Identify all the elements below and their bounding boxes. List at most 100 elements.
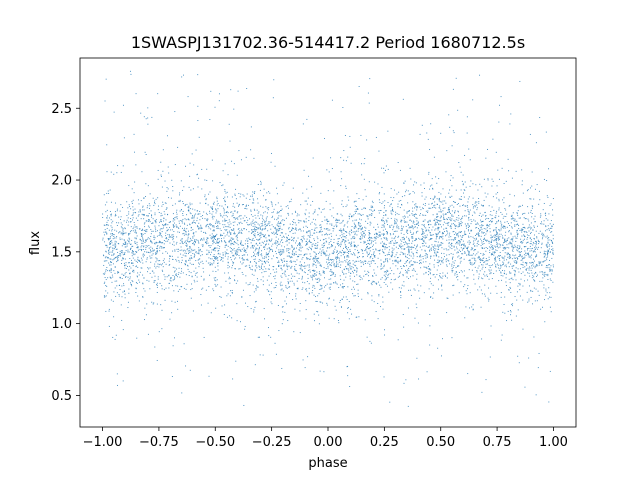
data-point (333, 263, 335, 265)
data-point (122, 228, 124, 230)
data-point (306, 232, 308, 234)
data-point (364, 241, 366, 243)
data-point (243, 220, 245, 222)
data-point (307, 249, 309, 251)
data-point (110, 277, 112, 279)
data-point (436, 251, 438, 253)
data-point (164, 213, 166, 215)
data-point (372, 248, 374, 250)
data-point (423, 220, 425, 222)
data-point (416, 217, 418, 219)
data-point (379, 192, 381, 194)
data-point (263, 235, 265, 237)
data-point (280, 215, 282, 217)
data-point (336, 259, 338, 261)
data-point (507, 310, 509, 312)
data-point (413, 288, 415, 290)
data-point (345, 237, 347, 239)
data-point (491, 278, 493, 280)
data-point (319, 273, 321, 275)
data-point (275, 353, 277, 355)
data-point (329, 229, 331, 231)
data-point (104, 257, 106, 259)
data-point (124, 246, 126, 248)
data-point (536, 184, 538, 186)
data-point (394, 240, 396, 242)
data-point (123, 232, 125, 234)
data-point (368, 102, 370, 104)
data-point (356, 260, 358, 262)
data-point (214, 236, 216, 238)
data-point (177, 231, 179, 233)
data-point (114, 229, 116, 231)
data-point (491, 240, 493, 242)
data-point (125, 250, 127, 252)
data-point (476, 204, 478, 206)
data-point (493, 235, 495, 237)
data-point (136, 282, 138, 284)
data-point (508, 231, 510, 233)
data-point (112, 263, 114, 265)
data-point (469, 261, 471, 263)
data-point (108, 257, 109, 259)
data-point (181, 270, 183, 272)
data-point (262, 215, 264, 217)
data-point (368, 232, 370, 234)
data-point (216, 219, 217, 221)
data-point (430, 238, 432, 240)
data-point (412, 257, 414, 259)
data-point (344, 134, 346, 136)
data-point (165, 263, 167, 265)
data-point (260, 234, 262, 236)
data-point (430, 269, 432, 271)
data-point (453, 219, 455, 221)
data-point (350, 229, 352, 231)
data-point (389, 226, 391, 228)
data-point (141, 171, 143, 173)
data-point (400, 260, 402, 262)
data-point (517, 258, 519, 260)
data-point (195, 267, 197, 269)
data-point (467, 246, 469, 248)
data-point (333, 238, 335, 240)
data-point (469, 232, 471, 234)
data-point (386, 269, 388, 271)
data-point (272, 250, 274, 252)
data-point (527, 279, 529, 281)
data-point (224, 251, 226, 253)
data-point (239, 268, 241, 270)
data-point (502, 237, 504, 239)
data-point (137, 295, 139, 297)
data-point (106, 215, 108, 217)
data-point (548, 401, 550, 403)
data-point (460, 198, 462, 200)
data-point (408, 267, 410, 269)
data-point (150, 261, 152, 263)
data-point (368, 234, 370, 236)
data-point (499, 260, 501, 262)
data-point (192, 222, 194, 224)
data-point (350, 238, 352, 240)
data-point (299, 220, 301, 222)
data-point (267, 223, 269, 225)
data-point (525, 242, 527, 244)
data-point (466, 205, 468, 207)
data-point (226, 216, 228, 218)
data-point (475, 223, 477, 225)
data-point (383, 376, 385, 378)
data-point (211, 249, 213, 251)
data-point (233, 279, 235, 281)
data-point (174, 111, 176, 113)
data-point (442, 242, 444, 244)
data-point (162, 252, 164, 254)
data-point (166, 207, 168, 209)
data-point (195, 149, 197, 151)
data-point (482, 266, 484, 268)
data-point (357, 223, 359, 225)
data-point (308, 239, 310, 241)
data-point (233, 224, 235, 226)
data-point (538, 294, 540, 296)
data-point (153, 242, 155, 244)
data-point (462, 184, 464, 186)
data-point (115, 243, 117, 245)
